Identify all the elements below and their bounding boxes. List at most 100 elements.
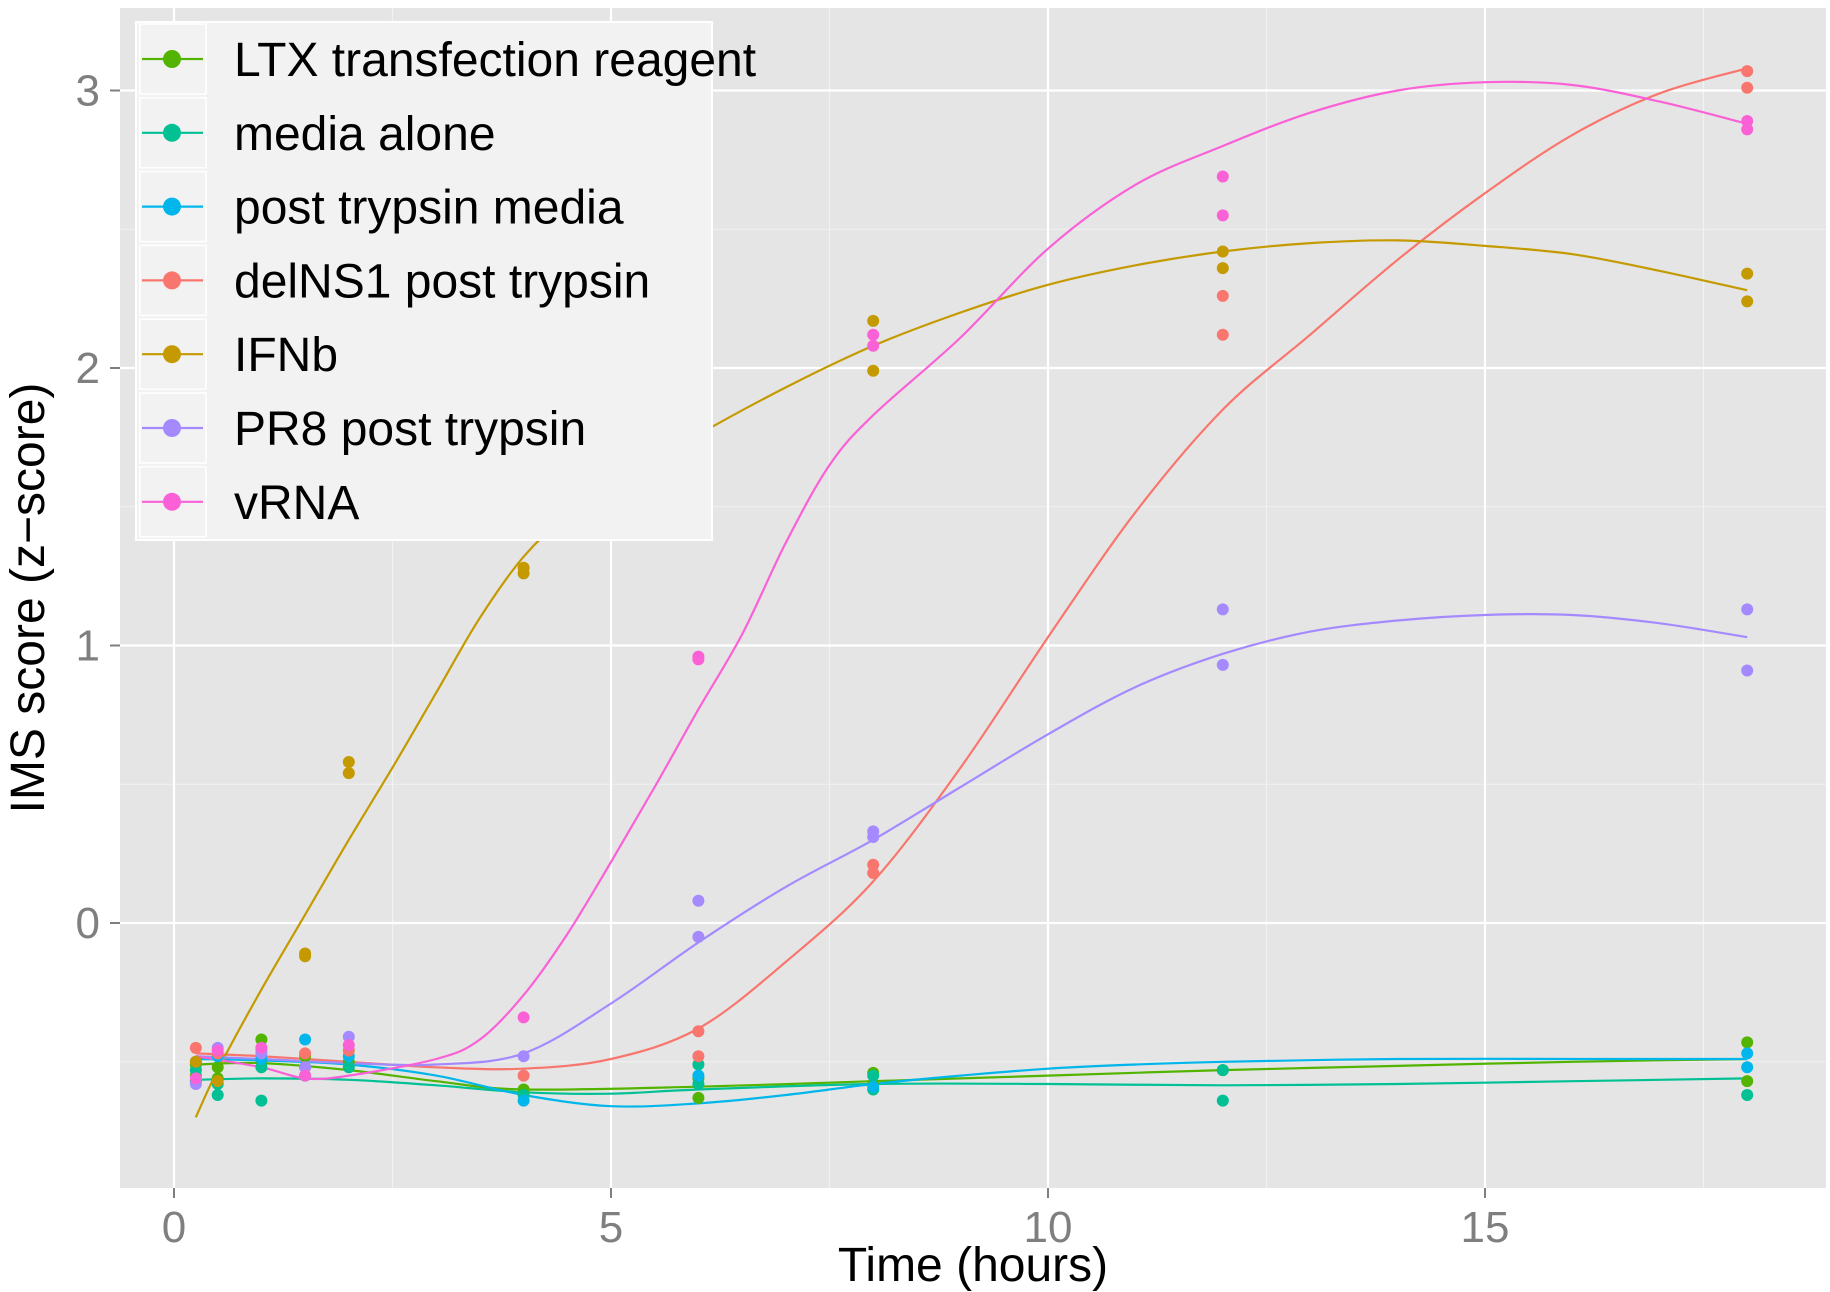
y-tick-label: 0 (76, 899, 100, 948)
data-point (1216, 1094, 1229, 1107)
data-point (1216, 209, 1229, 222)
legend-key-dot (163, 345, 181, 364)
data-point (255, 1094, 268, 1107)
data-point (1216, 658, 1229, 671)
data-point (189, 1072, 202, 1085)
data-point (299, 1069, 312, 1082)
data-point (1741, 123, 1754, 136)
data-point (1216, 262, 1229, 275)
legend-label: IFNb (234, 329, 338, 382)
data-point (211, 1089, 224, 1102)
series-line (195, 613, 1748, 1067)
series-line (194, 239, 1748, 1118)
data-point (299, 1061, 312, 1074)
data-point (1741, 1047, 1754, 1060)
data-point (867, 1080, 880, 1093)
data-point (867, 328, 880, 341)
data-point (692, 1077, 705, 1090)
legend-key-dot (163, 492, 181, 511)
data-point (1741, 664, 1754, 677)
data-point (255, 1033, 268, 1046)
data-point (189, 1055, 202, 1068)
legend-label: vRNA (234, 477, 359, 530)
data-point (692, 894, 705, 907)
data-point (211, 1061, 224, 1074)
y-tick-labels: 0 1 2 3 (76, 67, 100, 949)
data-point (692, 1025, 705, 1038)
x-tick-label: 5 (599, 1203, 623, 1252)
data-point (1741, 295, 1754, 308)
data-point (299, 1047, 312, 1060)
data-point (1216, 1064, 1229, 1077)
data-point (517, 1050, 530, 1063)
legend-key-dot (163, 419, 181, 437)
data-point (342, 1030, 355, 1043)
data-point (867, 339, 880, 352)
y-axis-title: IMS score (z−score) (2, 383, 55, 814)
data-point (189, 1064, 202, 1077)
x-tick-label: 15 (1461, 1203, 1510, 1252)
data-point (867, 867, 880, 880)
series-line (195, 67, 1748, 1071)
legend-label: post trypsin media (234, 182, 624, 235)
data-point (517, 567, 530, 580)
data-point (342, 767, 355, 780)
data-point (867, 858, 880, 871)
legend-key-dot (163, 123, 181, 142)
data-point (692, 1091, 705, 1104)
legend: LTX transfection reagent media alone post … (135, 21, 756, 541)
data-point (1741, 1061, 1754, 1074)
data-point (1741, 1036, 1754, 1049)
data-point (342, 1039, 355, 1052)
data-point (1216, 328, 1229, 341)
legend-key-dot (163, 50, 181, 68)
data-point (517, 1011, 530, 1024)
legend-label: media alone (234, 108, 496, 161)
data-point (1741, 81, 1754, 94)
data-point (867, 830, 880, 843)
data-point (255, 1061, 268, 1074)
x-tick-label: 10 (1024, 1203, 1073, 1252)
data-point (692, 1050, 705, 1063)
data-point (299, 1033, 312, 1046)
data-point (692, 1058, 705, 1071)
data-point (1216, 603, 1229, 616)
data-point (517, 1069, 530, 1082)
data-point (1216, 289, 1229, 302)
data-point (1741, 1075, 1754, 1088)
x-tick-labels: 0 5 10 15 (162, 1203, 1510, 1252)
data-point (299, 950, 312, 963)
series-line (195, 80, 1748, 1081)
legend-label: PR8 post trypsin (234, 403, 586, 456)
data-point (1741, 603, 1754, 616)
y-tick-label: 1 (76, 622, 100, 671)
series-line (195, 1077, 1748, 1095)
legend-key-dot (163, 271, 181, 290)
data-point (342, 756, 355, 769)
legend-key-dot (163, 197, 181, 216)
data-point (1741, 1089, 1754, 1102)
data-point (867, 364, 880, 377)
data-point (1216, 245, 1229, 258)
data-point (211, 1075, 224, 1088)
data-point (189, 1041, 202, 1054)
data-point (1741, 65, 1754, 78)
legend-box (135, 21, 713, 541)
data-point (1216, 170, 1229, 183)
data-point (692, 1069, 705, 1082)
legend-label: delNS1 post trypsin (234, 255, 650, 308)
axis-ticks (110, 89, 1486, 1198)
data-point (255, 1041, 268, 1054)
x-axis-title: Time (hours) (838, 1239, 1108, 1292)
data-point (1741, 115, 1754, 128)
data-point (1741, 267, 1754, 280)
data-point (867, 1069, 880, 1082)
data-point (517, 1094, 530, 1107)
data-point (867, 314, 880, 327)
data-point (692, 930, 705, 943)
x-tick-label: 0 (162, 1203, 186, 1252)
data-point (211, 1044, 224, 1057)
data-point (692, 653, 705, 666)
data-point (342, 1061, 355, 1074)
